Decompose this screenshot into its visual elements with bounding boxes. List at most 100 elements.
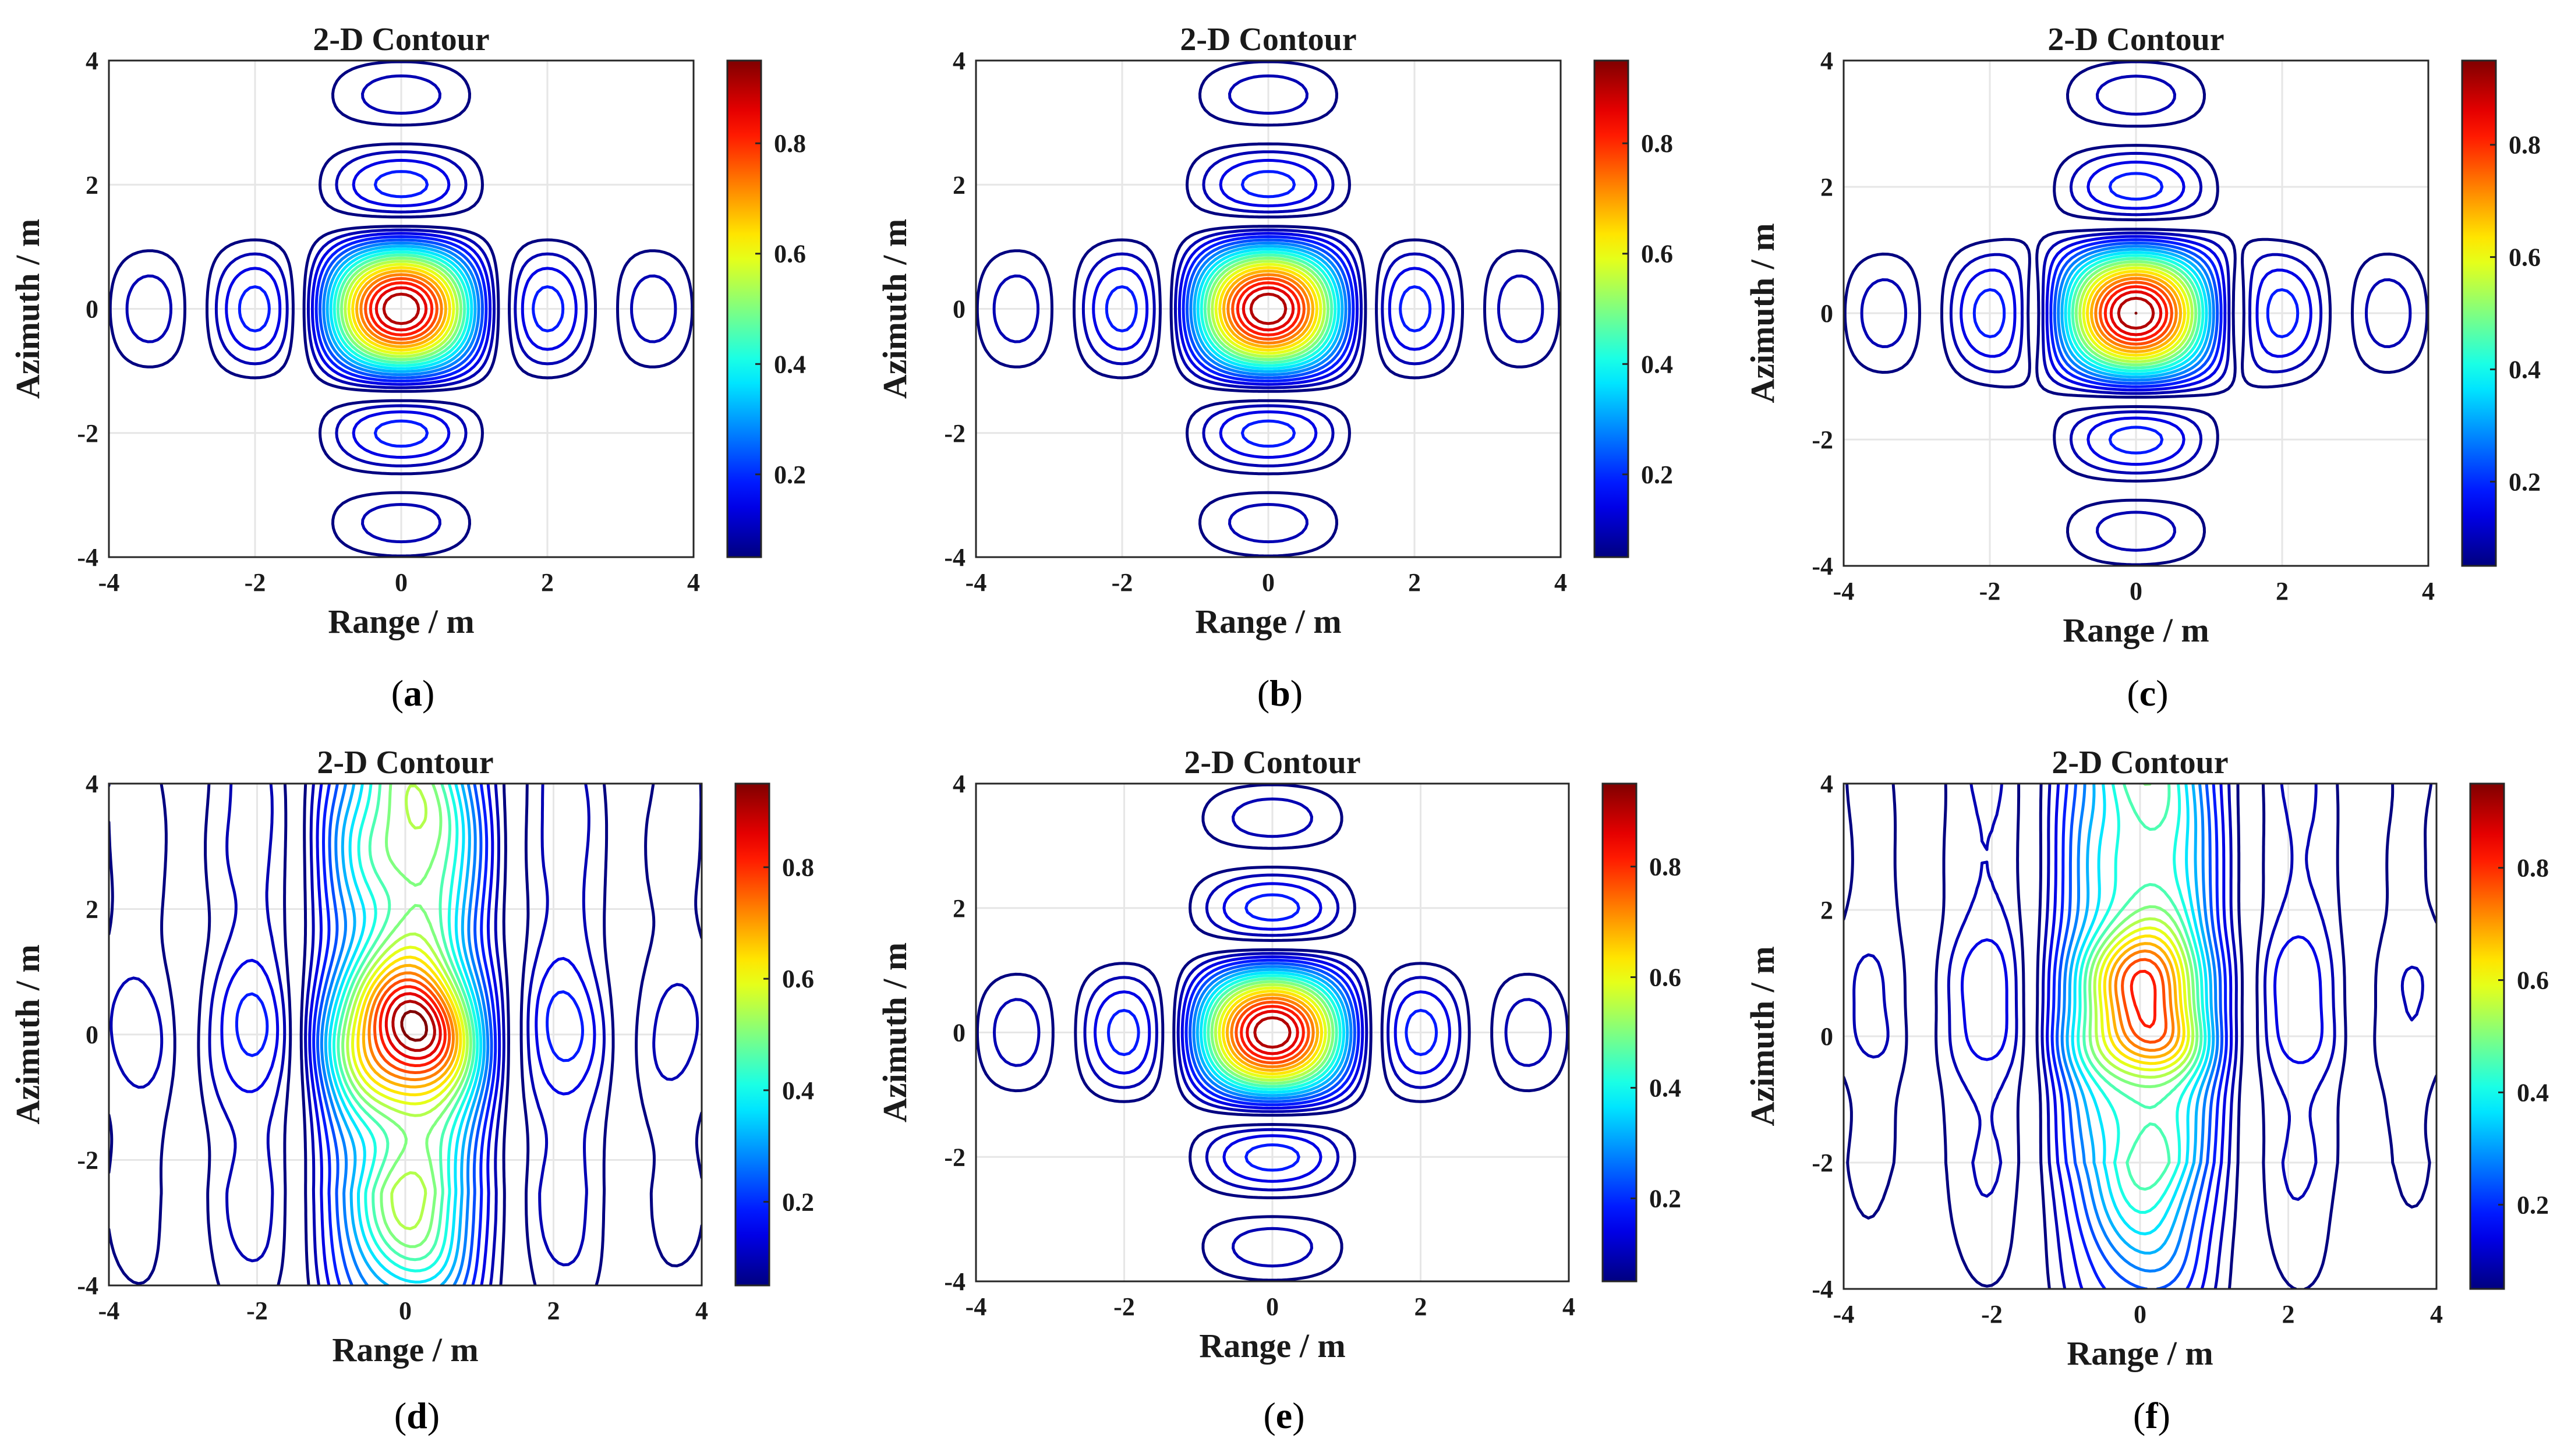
axes-box: [1842, 59, 2429, 567]
y-tick-label: 0: [86, 1021, 98, 1049]
contour-level: [2088, 784, 2199, 1089]
contour-level: [373, 978, 451, 1074]
contour-level: [2094, 277, 2178, 350]
contour-level: [1192, 965, 1353, 1100]
colorbar-tick-label: 0.2: [774, 460, 806, 489]
contour-level: [1226, 273, 1310, 345]
contour-level: [1196, 968, 1349, 1097]
contour-level: [2130, 969, 2157, 1029]
contour-level: [125, 74, 677, 544]
y-tick-label: 0: [953, 1019, 966, 1047]
contour-level: [2103, 934, 2185, 1065]
contour-lines: [109, 784, 702, 1285]
colorbar: [726, 59, 762, 558]
chart-title: 2-D Contour: [1180, 22, 1356, 58]
contour-level: [2060, 784, 2219, 1273]
contour-level: [238, 170, 565, 448]
contour-level: [1214, 983, 1331, 1082]
panel-caption: (b): [1257, 672, 1303, 714]
contour-level: [374, 286, 428, 332]
chart-panel-d: -4 -2 0 2 4 -4 -2 0 2 4 2-D Contour Range / m Azimut…: [9, 745, 814, 1436]
y-tick-label: 2: [953, 171, 966, 199]
y-tick-label: -4: [944, 1267, 966, 1296]
y-tick-label: 0: [1820, 299, 1833, 328]
x-tick-label: -2: [245, 568, 266, 597]
contour-level: [326, 245, 477, 373]
contour-lines: [976, 61, 1561, 557]
colorbar: [1601, 782, 1638, 1283]
contour-level: [328, 784, 483, 1284]
y-tick-label: -2: [1812, 426, 1833, 454]
contour-level: [235, 784, 584, 1285]
chart-title: 2-D Contour: [313, 22, 489, 58]
x-tick-label: -4: [1833, 577, 1855, 605]
chart-title: 2-D Contour: [317, 745, 493, 781]
contour-level: [1253, 1016, 1292, 1049]
colorbar-tick-label: 0.2: [1649, 1185, 1681, 1213]
x-axis-label: Range / m: [1195, 603, 1341, 640]
contour-level: [2108, 942, 2181, 1059]
x-tick-label: 2: [2276, 577, 2289, 605]
colorbar-tick-label: 0.8: [1649, 853, 1681, 881]
y-tick-label: 2: [1820, 173, 1833, 201]
x-tick-label: -2: [1981, 1300, 2003, 1329]
contour-level: [1844, 61, 2428, 566]
colorbar: [1593, 59, 1629, 558]
contour-level: [362, 963, 459, 1089]
contour-level: [320, 784, 490, 1285]
contour-level: [1189, 962, 1356, 1103]
y-tick-label: -2: [77, 419, 98, 448]
contour-level: [1214, 263, 1322, 355]
contour-level: [2064, 251, 2208, 375]
x-tick-label: 0: [399, 1296, 412, 1325]
contour-level: [1200, 250, 1337, 367]
colorbar: [2469, 782, 2505, 1290]
y-tick-label: -4: [1812, 552, 1833, 580]
y-axis-label: Azimuth / m: [876, 219, 914, 399]
y-tick-label: -2: [1812, 1149, 1833, 1177]
x-tick-label: -4: [98, 1296, 120, 1325]
contour-level: [1211, 260, 1326, 358]
axes-box: [1842, 782, 2438, 1290]
y-tick-label: 4: [86, 770, 98, 798]
x-tick-label: 4: [695, 1296, 708, 1325]
contour-level: [1207, 977, 1338, 1088]
contour-level: [346, 784, 469, 1231]
contour-level: [1240, 1005, 1305, 1060]
x-tick-label: 4: [1554, 568, 1567, 597]
colorbar-tick-label: 0.4: [774, 350, 806, 378]
axes-box: [108, 59, 695, 558]
contour-level: [2086, 270, 2186, 357]
contour-level: [391, 1000, 436, 1052]
y-axis-label: Azimuth / m: [1743, 946, 1781, 1126]
contour-level: [1246, 1009, 1299, 1055]
y-tick-label: 4: [953, 47, 966, 75]
contour-level: [2098, 926, 2190, 1072]
y-tick-label: -2: [77, 1146, 98, 1175]
contour-level: [1242, 286, 1295, 332]
contour-level: [351, 945, 466, 1106]
y-tick-label: -4: [944, 543, 966, 572]
x-tick-label: -4: [98, 568, 120, 597]
x-axis-label: Range / m: [2063, 611, 2209, 649]
contour-level: [2099, 281, 2173, 346]
x-tick-label: 0: [1262, 568, 1275, 597]
colorbar-tick-label: 0.6: [782, 965, 814, 993]
contour-level: [992, 74, 1544, 544]
colorbar-tick-label: 0.4: [1649, 1074, 1681, 1103]
contour-level: [333, 250, 470, 367]
contour-level: [1203, 253, 1334, 364]
contour-level: [316, 784, 493, 1285]
chart-title: 2-D Contour: [2047, 22, 2224, 58]
colorbar-tick-label: 0.6: [2509, 243, 2541, 272]
contour-lines: [109, 61, 694, 557]
y-axis-label: Azimuth / m: [9, 219, 47, 399]
contour-level: [356, 955, 462, 1097]
contour-level: [2067, 254, 2205, 373]
panel-caption: (f): [2133, 1395, 2170, 1436]
contour-level: [2121, 958, 2167, 1044]
colorbar-tick-label: 0.4: [782, 1076, 814, 1105]
chart-panel-a: -4 -2 0 2 4 -4 -2 0 2 4 2-D Contour Range / m Azimut…: [9, 22, 806, 714]
x-tick-label: 4: [2430, 1300, 2443, 1329]
